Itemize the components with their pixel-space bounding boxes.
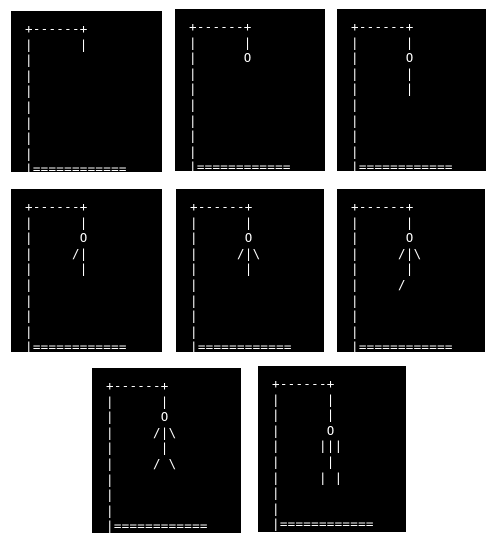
panel-stage-0: +------+ | | | | | | | | | |============	[11, 11, 162, 176]
panel-stage-6: +------+ | | | O | /|\ | | | / \ | | | |…	[92, 368, 241, 533]
ascii-art-stage-5: +------+ | | | O | /|\ | | | / | | | |==…	[351, 199, 453, 355]
panel-stage-4: +------+ | | | O | /|\ | | | | | | |====…	[176, 189, 324, 355]
panel-stage-2: +------+ | | | O | | | | | | | | |======…	[337, 9, 486, 174]
panel-stage-5: +------+ | | | O | /|\ | | | / | | | |==…	[337, 189, 485, 355]
panel-stage-7: +------+ | | | | | O | ||| | | | | | | |…	[258, 366, 406, 532]
panel-stage-1: +------+ | | | O | | | | | | |==========…	[175, 9, 325, 174]
panel-stage-3: +------+ | | | O | /| | | | | | | |=====…	[11, 189, 162, 355]
ascii-art-stage-7: +------+ | | | | | O | ||| | | | | | | |…	[272, 376, 374, 532]
ascii-art-stage-1: +------+ | | | O | | | | | | |==========…	[189, 19, 291, 175]
ascii-art-stage-6: +------+ | | | O | /|\ | | | / \ | | | |…	[106, 378, 208, 534]
ascii-art-stage-0: +------+ | | | | | | | | | |============	[25, 21, 127, 177]
ascii-art-stage-3: +------+ | | | O | /| | | | | | | |=====…	[25, 199, 127, 355]
ascii-art-stage-2: +------+ | | | O | | | | | | | | |======…	[351, 19, 453, 175]
ascii-art-stage-4: +------+ | | | O | /|\ | | | | | | |====…	[190, 199, 292, 355]
